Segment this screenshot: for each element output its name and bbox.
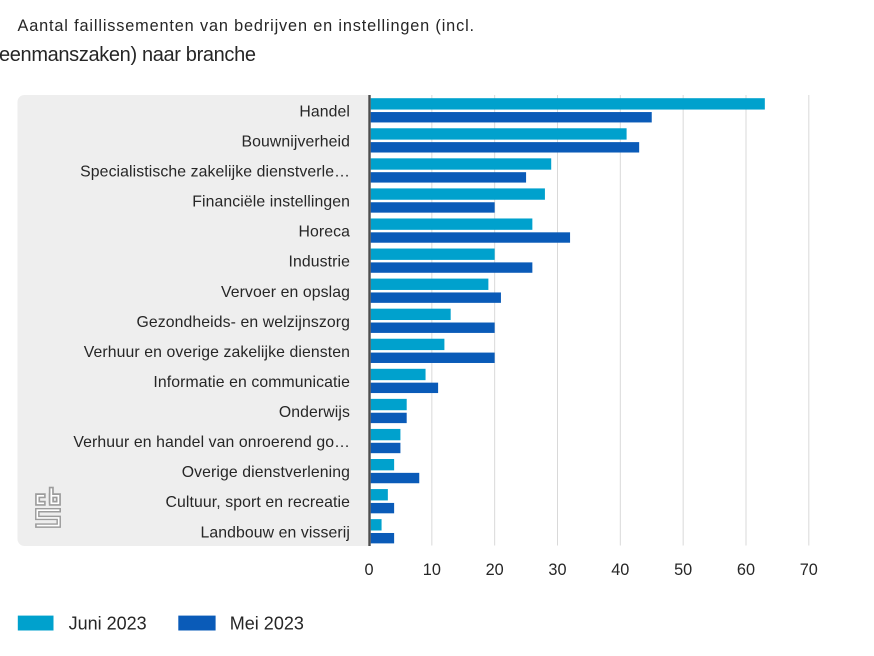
svg-text:0: 0 bbox=[364, 561, 373, 579]
svg-text:30: 30 bbox=[548, 561, 566, 579]
svg-text:Industrie: Industrie bbox=[289, 254, 351, 271]
svg-text:Verhuur en handel van onroeren: Verhuur en handel van onroerend go… bbox=[73, 434, 350, 451]
svg-text:40: 40 bbox=[611, 561, 629, 579]
svg-text:Vervoer en opslag: Vervoer en opslag bbox=[221, 284, 350, 301]
svg-text:70: 70 bbox=[800, 561, 818, 579]
svg-text:Informatie en communicatie: Informatie en communicatie bbox=[153, 374, 350, 391]
svg-text:Onderwijs: Onderwijs bbox=[279, 404, 350, 421]
svg-text:Gezondheids- en welzijnszorg: Gezondheids- en welzijnszorg bbox=[136, 314, 350, 331]
svg-text:20: 20 bbox=[486, 561, 504, 579]
svg-text:Landbouw en visserij: Landbouw en visserij bbox=[200, 524, 350, 541]
svg-text:Horeca: Horeca bbox=[298, 224, 350, 241]
svg-text:50: 50 bbox=[674, 561, 692, 579]
svg-text:Handel: Handel bbox=[299, 103, 350, 120]
svg-text:Juni 2023: Juni 2023 bbox=[69, 614, 147, 634]
svg-text:10: 10 bbox=[423, 561, 441, 579]
svg-text:Overige dienstverlening: Overige dienstverlening bbox=[182, 464, 350, 481]
svg-text:Mei 2023: Mei 2023 bbox=[230, 614, 304, 634]
svg-text:Bouwnijverheid: Bouwnijverheid bbox=[241, 133, 350, 150]
svg-text:Cultuur, sport en recreatie: Cultuur, sport en recreatie bbox=[166, 494, 351, 511]
svg-text:60: 60 bbox=[737, 561, 755, 579]
svg-text:Specialistische zakelijke dien: Specialistische zakelijke dienstverle… bbox=[80, 163, 350, 180]
svg-text:Financiële instellingen: Financiële instellingen bbox=[192, 194, 350, 211]
svg-text:Aantal faillissementen van bed: Aantal faillissementen van bedrijven en … bbox=[18, 17, 475, 35]
svg-text:Verhuur en overige zakelijke d: Verhuur en overige zakelijke diensten bbox=[84, 344, 350, 361]
svg-text:eenmanszaken) naar branche: eenmanszaken) naar branche bbox=[0, 44, 256, 66]
